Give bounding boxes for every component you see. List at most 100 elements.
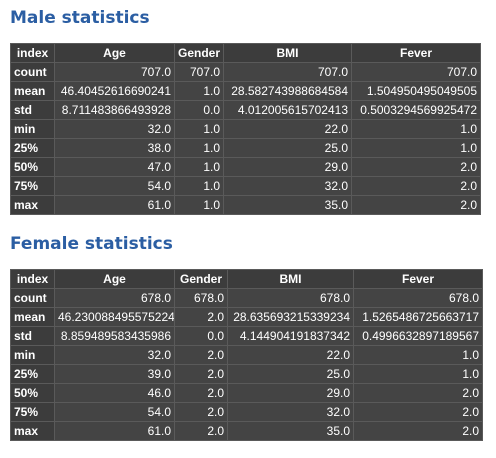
- table-cell: 32.0: [223, 176, 352, 196]
- table-cell: 0.0: [174, 326, 228, 346]
- table-cell: 46.40452616690241: [54, 81, 175, 101]
- table-cell: 1.0: [353, 345, 483, 365]
- table-cell: 1.0: [174, 195, 224, 215]
- column-header-index: index: [10, 43, 55, 63]
- table-cell: 29.0: [223, 157, 352, 177]
- row-label: mean: [10, 81, 55, 101]
- table-cell: 4.012005615702413: [223, 100, 352, 120]
- table-cell: 35.0: [227, 421, 354, 441]
- table-cell: 2.0: [353, 383, 483, 403]
- row-label: min: [10, 345, 55, 365]
- table-cell: 707.0: [54, 62, 175, 82]
- table-row: std 8.859489583435986 0.0 4.144904191837342…: [10, 326, 483, 346]
- table-cell: 35.0: [223, 195, 352, 215]
- table-cell: 1.5265486725663717: [353, 307, 483, 327]
- table-cell: 678.0: [54, 288, 175, 308]
- table-row: max 61.0 2.0 35.0 2.0: [10, 421, 483, 441]
- row-label: mean: [10, 307, 55, 327]
- table-cell: 28.635693215339234: [227, 307, 354, 327]
- table-cell: 2.0: [174, 345, 228, 365]
- table-cell: 22.0: [223, 119, 352, 139]
- table-cell: 32.0: [54, 119, 175, 139]
- table-cell: 707.0: [223, 62, 352, 82]
- table-cell: 47.0: [54, 157, 175, 177]
- table-cell: 707.0: [351, 62, 481, 82]
- table-row: min 32.0 1.0 22.0 1.0: [10, 119, 481, 139]
- table-cell: 61.0: [54, 421, 175, 441]
- table-cell: 2.0: [351, 195, 481, 215]
- table-cell: 54.0: [54, 176, 175, 196]
- table-cell: 1.0: [351, 119, 481, 139]
- row-label: 75%: [10, 176, 55, 196]
- table-row: min 32.0 2.0 22.0 1.0: [10, 345, 483, 365]
- table-cell: 4.144904191837342: [227, 326, 354, 346]
- table-cell: 1.0: [174, 176, 224, 196]
- column-header-age: Age: [54, 43, 175, 63]
- table-cell: 2.0: [351, 176, 481, 196]
- column-header-gender: Gender: [174, 43, 224, 63]
- row-label: min: [10, 119, 55, 139]
- column-header-gender: Gender: [174, 269, 228, 289]
- table-cell: 678.0: [227, 288, 354, 308]
- row-label: 50%: [10, 383, 55, 403]
- row-label: 50%: [10, 157, 55, 177]
- row-label: 75%: [10, 402, 55, 422]
- row-label: std: [10, 100, 55, 120]
- table-row: 75% 54.0 1.0 32.0 2.0: [10, 176, 481, 196]
- table-cell: 707.0: [174, 62, 224, 82]
- row-label: std: [10, 326, 55, 346]
- row-label: count: [10, 288, 55, 308]
- table-cell: 0.4996632897189567: [353, 326, 483, 346]
- table-cell: 2.0: [174, 364, 228, 384]
- table-cell: 25.0: [227, 364, 354, 384]
- column-header-bmi: BMI: [227, 269, 354, 289]
- row-label: count: [10, 62, 55, 82]
- table-row: 25% 38.0 1.0 25.0 1.0: [10, 138, 481, 158]
- table-cell: 1.0: [174, 119, 224, 139]
- table-cell: 32.0: [54, 345, 175, 365]
- table-cell: 28.582743988684584: [223, 81, 352, 101]
- table-cell: 2.0: [351, 157, 481, 177]
- table-cell: 25.0: [223, 138, 352, 158]
- female-statistics-table: index Age Gender BMI Fever count 678.0 678.0 67…: [10, 269, 483, 441]
- table-cell: 2.0: [353, 402, 483, 422]
- table-cell: 2.0: [174, 421, 228, 441]
- column-header-bmi: BMI: [223, 43, 352, 63]
- header-row: index Age Gender BMI Fever: [10, 43, 481, 63]
- column-header-index: index: [10, 269, 55, 289]
- table-row: mean 46.40452616690241 1.0 28.5827439886845…: [10, 81, 481, 101]
- row-label: 25%: [10, 364, 55, 384]
- table-cell: 2.0: [353, 421, 483, 441]
- table-cell: 46.0: [54, 383, 175, 403]
- table-cell: 8.859489583435986: [54, 326, 175, 346]
- table-cell: 1.0: [353, 364, 483, 384]
- table-row: 25% 39.0 2.0 25.0 1.0: [10, 364, 483, 384]
- table-row: 75% 54.0 2.0 32.0 2.0: [10, 402, 483, 422]
- table-cell: 39.0: [54, 364, 175, 384]
- table-row: 50% 47.0 1.0 29.0 2.0: [10, 157, 481, 177]
- table-row: std 8.711483866493928 0.0 4.012005615702413…: [10, 100, 481, 120]
- row-label: max: [10, 421, 55, 441]
- column-header-fever: Fever: [351, 43, 481, 63]
- header-row: index Age Gender BMI Fever: [10, 269, 483, 289]
- column-header-age: Age: [54, 269, 175, 289]
- table-cell: 1.0: [174, 138, 224, 158]
- row-label: max: [10, 195, 55, 215]
- table-cell: 0.5003294569925472: [351, 100, 481, 120]
- table-cell: 61.0: [54, 195, 175, 215]
- table-cell: 1.0: [174, 81, 224, 101]
- table-row: 50% 46.0 2.0 29.0 2.0: [10, 383, 483, 403]
- table-row: count 678.0 678.0 678.0 678.0: [10, 288, 483, 308]
- table-cell: 1.0: [174, 157, 224, 177]
- table-cell: 8.711483866493928: [54, 100, 175, 120]
- table-row: mean 46.230088495575224 2.0 28.635693215339…: [10, 307, 483, 327]
- table-cell: 2.0: [174, 402, 228, 422]
- table-cell: 678.0: [174, 288, 228, 308]
- table-row: count 707.0 707.0 707.0 707.0: [10, 62, 481, 82]
- female-statistics-heading: Female statistics: [10, 234, 173, 254]
- table-cell: 29.0: [227, 383, 354, 403]
- table-cell: 2.0: [174, 383, 228, 403]
- table-row: max 61.0 1.0 35.0 2.0: [10, 195, 481, 215]
- row-label: 25%: [10, 138, 55, 158]
- table-cell: 2.0: [174, 307, 228, 327]
